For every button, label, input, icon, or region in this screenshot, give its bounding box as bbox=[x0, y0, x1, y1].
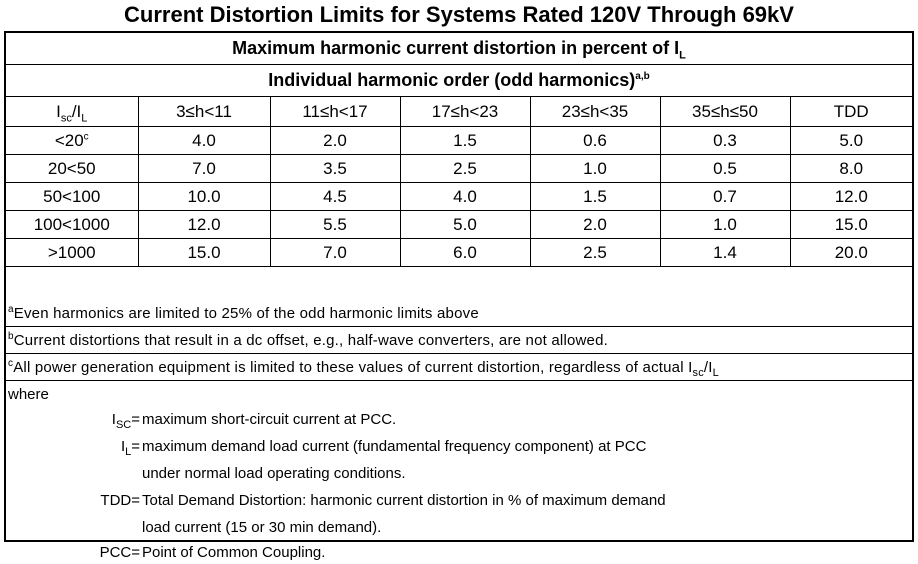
column-header-ratio: Isc/IL bbox=[6, 97, 139, 127]
limits-grid: Isc/IL 3≤h<11 11≤h<17 17≤h<23 23≤h<35 35… bbox=[6, 97, 912, 267]
value-cell: 1.0 bbox=[529, 154, 661, 183]
value-cell: 8.0 bbox=[789, 154, 912, 183]
footnote-mark: a bbox=[8, 304, 14, 315]
definition-term-isc: ISC= bbox=[111, 411, 140, 431]
header-subscript: L bbox=[679, 49, 686, 62]
column-header: TDD bbox=[789, 97, 912, 127]
column-header: 11≤h<17 bbox=[269, 97, 401, 127]
definition-text-il: maximum demand load current (fundamental… bbox=[142, 438, 647, 455]
table-row: 50<100 10.0 4.5 4.0 1.5 0.7 12.0 bbox=[6, 182, 912, 211]
footnote-b: bCurrent distortions that result in a dc… bbox=[6, 327, 912, 354]
value-cell: 5.0 bbox=[399, 210, 531, 239]
column-header: 3≤h<11 bbox=[137, 97, 271, 127]
value-cell: 12.0 bbox=[137, 210, 271, 239]
footnote-a: aEven harmonics are limited to 25% of th… bbox=[6, 300, 912, 327]
ratio-cell: >1000 bbox=[6, 238, 139, 267]
value-cell: 5.5 bbox=[269, 210, 401, 239]
definition-text-tdd-cont: load current (15 or 30 min demand). bbox=[142, 519, 382, 536]
column-header: 35≤h≤50 bbox=[659, 97, 791, 127]
definition-text-il-cont: under normal load operating conditions. bbox=[142, 465, 406, 482]
table-header-max-distortion: Maximum harmonic current distortion in p… bbox=[6, 33, 912, 65]
value-cell: 20.0 bbox=[789, 238, 912, 267]
definition-text-isc: maximum short-circuit current at PCC. bbox=[142, 411, 397, 428]
definition-term-tdd: TDD= bbox=[100, 492, 140, 509]
column-header-row: Isc/IL 3≤h<11 11≤h<17 17≤h<23 23≤h<35 35… bbox=[6, 97, 912, 127]
definition-term-pcc: PCC= bbox=[99, 544, 140, 561]
column-header: 23≤h<35 bbox=[529, 97, 661, 127]
page-title: Current Distortion Limits for Systems Ra… bbox=[124, 2, 794, 27]
value-cell: 2.5 bbox=[399, 154, 531, 183]
footnote-text: Current distortions that result in a dc … bbox=[13, 332, 609, 349]
value-cell: 0.6 bbox=[529, 126, 661, 155]
limits-table-frame: Maximum harmonic current distortion in p… bbox=[4, 31, 914, 561]
value-cell: 0.7 bbox=[659, 182, 791, 211]
table-row: >1000 15.0 7.0 6.0 2.5 1.4 20.0 bbox=[6, 238, 912, 267]
value-cell: 1.0 bbox=[659, 210, 791, 239]
footnote-text: Even harmonics are limited to 25% of the… bbox=[13, 305, 479, 322]
value-cell: 6.0 bbox=[399, 238, 531, 267]
definition-term-il: IL= bbox=[120, 438, 140, 458]
value-cell: 7.0 bbox=[137, 154, 271, 183]
value-cell: 15.0 bbox=[137, 238, 271, 267]
table-row: <20c 4.0 2.0 1.5 0.6 0.3 5.0 bbox=[6, 126, 912, 155]
value-cell: 4.0 bbox=[399, 182, 531, 211]
value-cell: 2.5 bbox=[529, 238, 661, 267]
value-cell: 7.0 bbox=[269, 238, 401, 267]
table-row: 100<1000 12.0 5.5 5.0 2.0 1.0 15.0 bbox=[6, 210, 912, 239]
definitions-section: where ISC= maximum short-circuit current… bbox=[6, 382, 912, 561]
value-cell: 4.5 bbox=[269, 182, 401, 211]
value-cell: 4.0 bbox=[137, 126, 271, 155]
footnote-mark: c bbox=[8, 358, 14, 369]
ratio-cell: 50<100 bbox=[6, 182, 139, 211]
value-cell: 1.5 bbox=[529, 182, 661, 211]
value-cell: 0.3 bbox=[659, 126, 791, 155]
value-cell: 10.0 bbox=[137, 182, 271, 211]
footnote-c: cAll power generation equipment is limit… bbox=[6, 354, 912, 381]
value-cell: 2.0 bbox=[529, 210, 661, 239]
value-cell: 15.0 bbox=[789, 210, 912, 239]
ratio-cell: <20c bbox=[6, 126, 139, 155]
definition-text-pcc: Point of Common Coupling. bbox=[142, 544, 326, 561]
column-header: 17≤h<23 bbox=[399, 97, 531, 127]
footnote-mark: b bbox=[8, 331, 14, 342]
value-cell: 5.0 bbox=[789, 126, 912, 155]
header-text: Maximum harmonic current distortion in p… bbox=[232, 38, 680, 58]
definition-text-tdd: Total Demand Distortion: harmonic curren… bbox=[142, 492, 666, 509]
ratio-cell: 20<50 bbox=[6, 154, 139, 183]
value-cell: 12.0 bbox=[789, 182, 912, 211]
value-cell: 1.5 bbox=[399, 126, 531, 155]
value-cell: 3.5 bbox=[269, 154, 401, 183]
footnote-text: All power generation equipment is limite… bbox=[13, 359, 693, 376]
value-cell: 1.4 bbox=[659, 238, 791, 267]
where-label: where bbox=[8, 386, 49, 403]
header-text: Individual harmonic order (odd harmonics… bbox=[268, 70, 636, 90]
table-row: 20<50 7.0 3.5 2.5 1.0 0.5 8.0 bbox=[6, 154, 912, 183]
value-cell: 2.0 bbox=[269, 126, 401, 155]
header-superscript: a,b bbox=[635, 71, 650, 82]
value-cell: 0.5 bbox=[659, 154, 791, 183]
ratio-cell: 100<1000 bbox=[6, 210, 139, 239]
table-header-harmonic-order: Individual harmonic order (odd harmonics… bbox=[6, 65, 912, 97]
